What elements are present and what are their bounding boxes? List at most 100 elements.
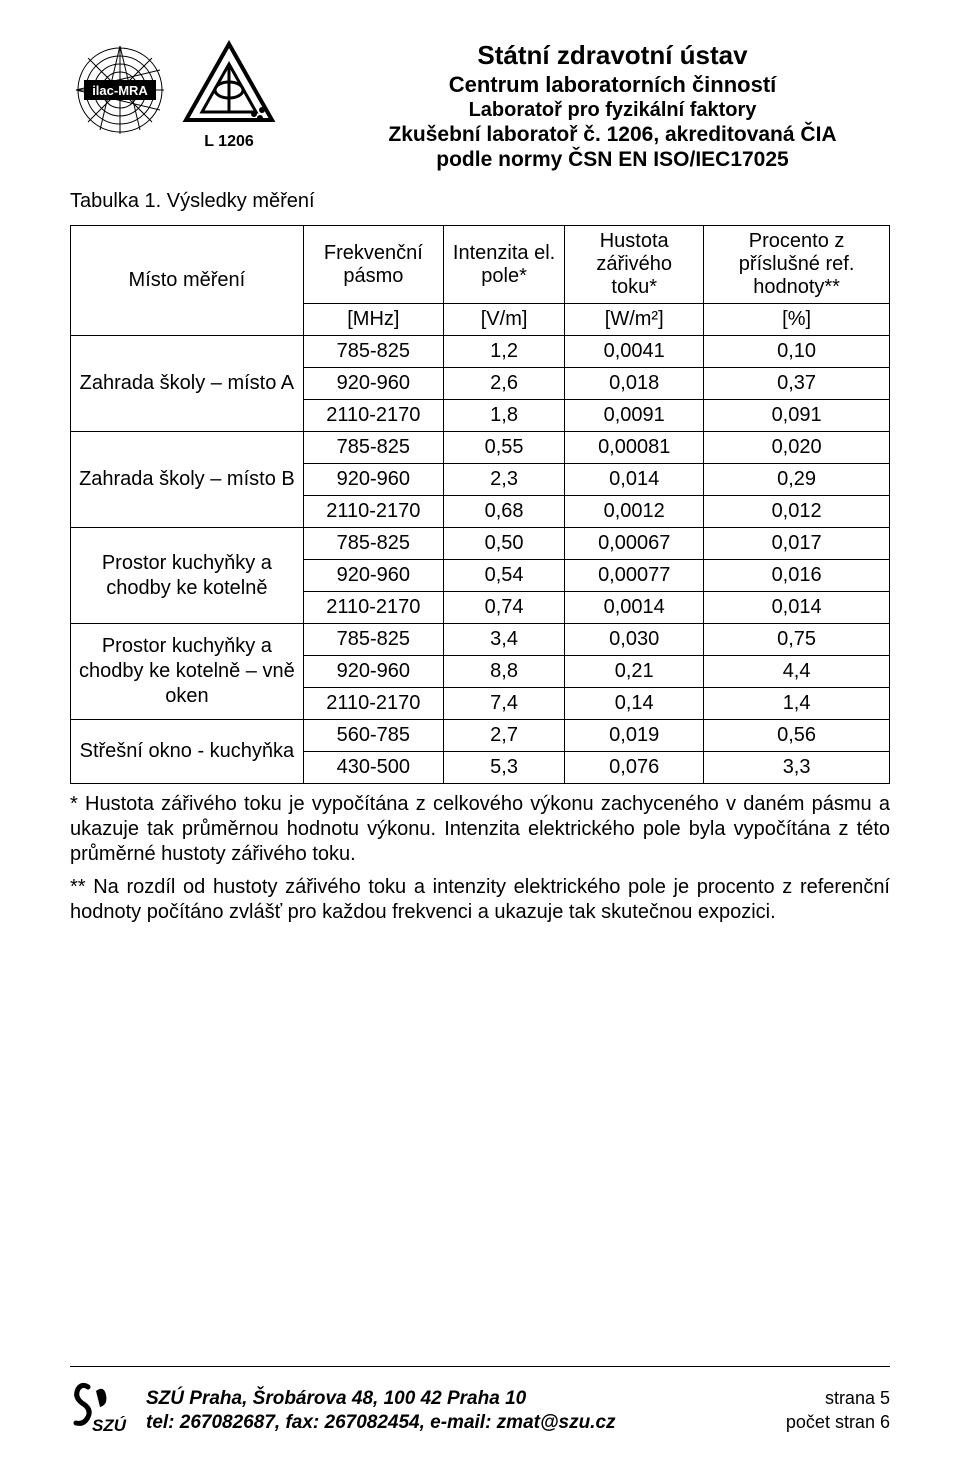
- data-cell: 0,020: [704, 432, 890, 464]
- col-header-density: Hustota zářivého toku*: [565, 226, 704, 304]
- data-cell: 0,00077: [565, 560, 704, 592]
- unit-mhz: [MHz]: [303, 304, 443, 336]
- data-cell: 0,37: [704, 368, 890, 400]
- location-cell: Prostor kuchyňky a chodby ke kotelně – v…: [71, 624, 304, 720]
- data-cell: 2110-2170: [303, 496, 443, 528]
- data-cell: 0,091: [704, 400, 890, 432]
- triangle-logo-wrapper: L 1206: [182, 40, 276, 151]
- data-cell: 0,14: [565, 688, 704, 720]
- data-cell: 785-825: [303, 624, 443, 656]
- data-cell: 2110-2170: [303, 688, 443, 720]
- data-cell: 2,7: [443, 720, 564, 752]
- data-cell: 0,014: [565, 464, 704, 496]
- data-cell: 0,0041: [565, 336, 704, 368]
- data-cell: 0,030: [565, 624, 704, 656]
- data-cell: 0,076: [565, 752, 704, 784]
- footnote-2: ** Na rozdíl od hustoty zářivého toku a …: [70, 875, 890, 925]
- data-cell: 4,4: [704, 656, 890, 688]
- location-cell: Prostor kuchyňky a chodby ke kotelně: [71, 528, 304, 624]
- accreditation-number: L 1206: [182, 133, 276, 151]
- data-cell: 920-960: [303, 656, 443, 688]
- header-logos: ilac-MRA L 1206: [70, 40, 315, 151]
- page-footer: SZÚ SZÚ Praha, Šrobárova 48, 100 42 Prah…: [70, 1366, 890, 1440]
- total-pages-number: 6: [880, 1412, 890, 1432]
- data-cell: 3,4: [443, 624, 564, 656]
- unit-vm: [V/m]: [443, 304, 564, 336]
- location-cell: Zahrada školy – místo A: [71, 336, 304, 432]
- data-cell: 0,0091: [565, 400, 704, 432]
- header-title-4: Zkušební laboratoř č. 1206, akreditovaná…: [335, 123, 890, 147]
- document-header: ilac-MRA L 1206: [70, 40, 890, 172]
- data-cell: 0,50: [443, 528, 564, 560]
- data-cell: 920-960: [303, 464, 443, 496]
- results-table: Místo měření Frekvenční pásmo Intenzita …: [70, 225, 890, 784]
- data-cell: 0,75: [704, 624, 890, 656]
- header-title-3: Laboratoř pro fyzikální faktory: [335, 99, 890, 122]
- data-cell: 0,56: [704, 720, 890, 752]
- svg-text:SZÚ: SZÚ: [92, 1416, 127, 1435]
- location-cell: Střešní okno - kuchyňka: [71, 720, 304, 784]
- col-header-freq: Frekvenční pásmo: [303, 226, 443, 304]
- page-label: strana: [825, 1388, 875, 1408]
- table-row: Zahrada školy – místo B785-8250,550,0008…: [71, 432, 890, 464]
- data-cell: 920-960: [303, 560, 443, 592]
- location-cell: Zahrada školy – místo B: [71, 432, 304, 528]
- data-cell: 0,74: [443, 592, 564, 624]
- szu-logo-icon: SZÚ: [70, 1381, 140, 1440]
- triangle-logo-icon: [182, 40, 276, 131]
- header-title-1: Státní zdravotní ústav: [335, 40, 890, 71]
- data-cell: 0,68: [443, 496, 564, 528]
- data-cell: 0,29: [704, 464, 890, 496]
- header-title-2: Centrum laboratorních činností: [335, 72, 890, 98]
- data-cell: 2,3: [443, 464, 564, 496]
- table-row: Prostor kuchyňky a chodby ke kotelně – v…: [71, 624, 890, 656]
- data-cell: 0,017: [704, 528, 890, 560]
- data-cell: 7,4: [443, 688, 564, 720]
- data-cell: 0,012: [704, 496, 890, 528]
- data-cell: 1,4: [704, 688, 890, 720]
- footer-contact: SZÚ Praha, Šrobárova 48, 100 42 Praha 10…: [140, 1387, 740, 1435]
- data-cell: 3,3: [704, 752, 890, 784]
- footnote-1: * Hustota zářivého toku je vypočítána z …: [70, 792, 890, 867]
- page-number: 5: [880, 1388, 890, 1408]
- data-cell: 2110-2170: [303, 592, 443, 624]
- data-cell: 430-500: [303, 752, 443, 784]
- footer-address: SZÚ Praha, Šrobárova 48, 100 42 Praha 10: [146, 1388, 526, 1409]
- total-pages-label: počet stran: [786, 1412, 875, 1432]
- data-cell: 0,00081: [565, 432, 704, 464]
- data-cell: 1,8: [443, 400, 564, 432]
- data-cell: 0,10: [704, 336, 890, 368]
- data-cell: 0,21: [565, 656, 704, 688]
- data-cell: 0,54: [443, 560, 564, 592]
- col-header-location: Místo měření: [71, 226, 304, 336]
- data-cell: 785-825: [303, 432, 443, 464]
- unit-pct: [%]: [704, 304, 890, 336]
- unit-wm2: [W/m²]: [565, 304, 704, 336]
- data-cell: 0,018: [565, 368, 704, 400]
- data-cell: 8,8: [443, 656, 564, 688]
- data-cell: 0,014: [704, 592, 890, 624]
- data-cell: 920-960: [303, 368, 443, 400]
- table-row: Zahrada školy – místo A785-8251,20,00410…: [71, 336, 890, 368]
- header-row-1: Místo měření Frekvenční pásmo Intenzita …: [71, 226, 890, 304]
- data-cell: 2110-2170: [303, 400, 443, 432]
- ilac-mra-logo-icon: ilac-MRA: [70, 40, 170, 145]
- table-row: Prostor kuchyňky a chodby ke kotelně785-…: [71, 528, 890, 560]
- table-caption: Tabulka 1. Výsledky měření: [70, 190, 890, 213]
- data-cell: 0,0014: [565, 592, 704, 624]
- data-cell: 785-825: [303, 336, 443, 368]
- table-row: Střešní okno - kuchyňka560-7852,70,0190,…: [71, 720, 890, 752]
- data-cell: 560-785: [303, 720, 443, 752]
- header-title-5: podle normy ČSN EN ISO/IEC17025: [335, 148, 890, 172]
- data-cell: 2,6: [443, 368, 564, 400]
- data-cell: 1,2: [443, 336, 564, 368]
- footer-phone-fax-email: tel: 267082687, fax: 267082454, e-mail: …: [146, 1412, 616, 1433]
- data-cell: 5,3: [443, 752, 564, 784]
- data-cell: 785-825: [303, 528, 443, 560]
- header-title-block: Státní zdravotní ústav Centrum laborator…: [315, 40, 890, 172]
- svg-text:ilac-MRA: ilac-MRA: [92, 83, 148, 98]
- data-cell: 0,019: [565, 720, 704, 752]
- data-cell: 0,016: [704, 560, 890, 592]
- data-cell: 0,55: [443, 432, 564, 464]
- data-cell: 0,00067: [565, 528, 704, 560]
